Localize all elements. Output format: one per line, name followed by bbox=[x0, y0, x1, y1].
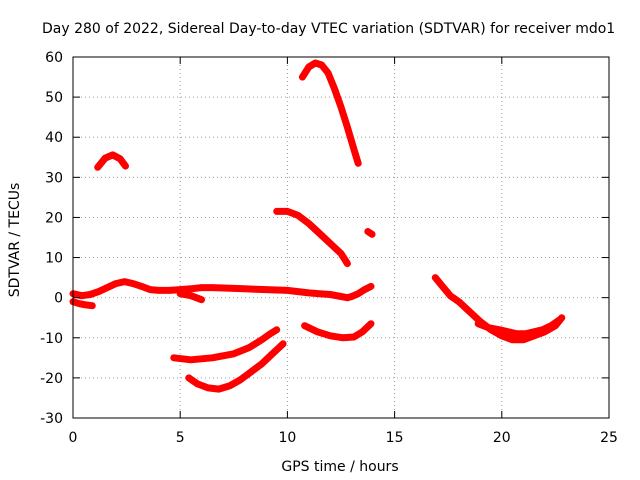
x-tick-label: 15 bbox=[386, 430, 404, 446]
y-tick-label: -30 bbox=[40, 411, 63, 427]
x-tick-label: 25 bbox=[600, 430, 618, 446]
y-tick-label: 0 bbox=[54, 291, 63, 307]
series-arc-10 bbox=[364, 228, 376, 238]
y-tick-label: -10 bbox=[40, 331, 63, 347]
series-arc-2 bbox=[69, 278, 375, 302]
series-arc-4 bbox=[176, 290, 206, 304]
series-arc-1 bbox=[94, 151, 129, 171]
series-arc-12 bbox=[474, 316, 564, 338]
y-tick-label: -20 bbox=[40, 371, 63, 387]
y-tick-label: 40 bbox=[45, 130, 63, 146]
series-arc-7 bbox=[273, 207, 351, 268]
series-group bbox=[69, 59, 566, 393]
plot-frame bbox=[72, 56, 610, 419]
chart-title: Day 280 of 2022, Sidereal Day-to-day VTE… bbox=[42, 21, 615, 37]
series-arc-8 bbox=[298, 59, 362, 167]
series-arc-6 bbox=[185, 340, 287, 393]
series-arc-5 bbox=[170, 326, 281, 364]
y-tick-label: 10 bbox=[45, 251, 63, 267]
x-tick-label: 5 bbox=[176, 430, 185, 446]
x-tick-label: 10 bbox=[278, 430, 296, 446]
y-tick-label: 50 bbox=[45, 90, 63, 106]
y-tick-label: 60 bbox=[45, 50, 63, 66]
x-axis-title: GPS time / hours bbox=[281, 459, 398, 475]
x-tick-label: 20 bbox=[493, 430, 511, 446]
series-arc-3 bbox=[69, 298, 96, 310]
y-tick-label: 30 bbox=[45, 170, 63, 186]
x-tick-label: 0 bbox=[69, 430, 78, 446]
y-tick-label: 20 bbox=[45, 210, 63, 226]
ticks: 0 5 10 15 20 25 -30 -20 -10 0 10 20 30 40 50 60 bbox=[40, 50, 618, 446]
y-axis-title: SDTVAR / TECUs bbox=[7, 183, 23, 298]
series-arc-9 bbox=[301, 320, 375, 342]
